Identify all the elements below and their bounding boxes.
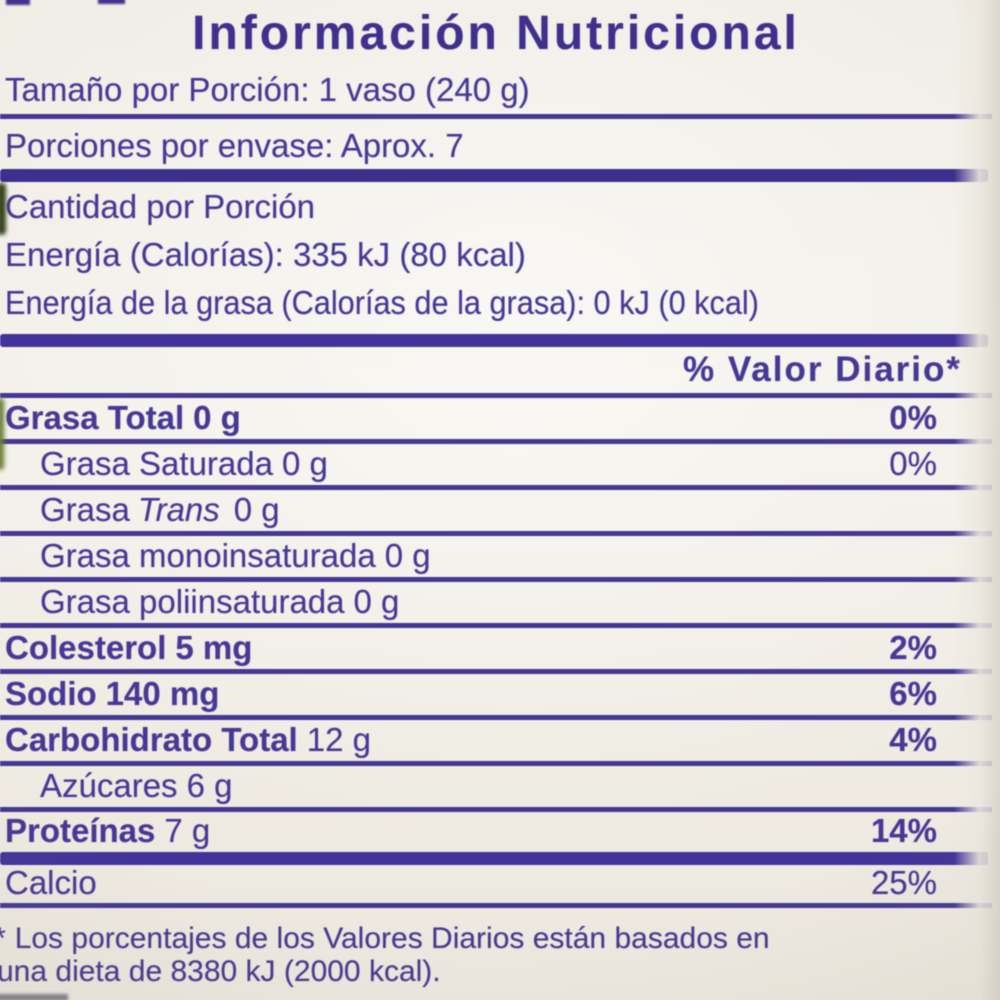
daily-value-header: % Valor Diario* xyxy=(0,347,992,398)
serving-size-row: Tamaño por Porción: 1 vaso (240 g) xyxy=(0,62,992,119)
nutrient-row-grasa-trans: Grasa Trans 0 g xyxy=(0,490,992,536)
amount-per-serving-text: Cantidad por Porción xyxy=(5,188,316,225)
nutrient-name: Grasa Total 0 g xyxy=(5,399,241,436)
amount-per-serving-row: Cantidad por Porción xyxy=(0,182,992,230)
label-title: Información Nutricional xyxy=(192,7,800,60)
nutrient-name: Azúcares 6 g xyxy=(40,767,233,804)
nutrient-name: Sodio 140 mg xyxy=(5,675,220,712)
daily-value: 4% xyxy=(889,721,937,758)
energy-from-fat-row: Energía de la grasa (Calorías de la gras… xyxy=(0,278,992,326)
asterisk-marker: * xyxy=(0,922,6,955)
nutrient-row-proteinas: Proteínas 7 g 14% xyxy=(0,812,992,852)
nutrient-row-grasa-saturada: Grasa Saturada 0 g 0% xyxy=(0,444,992,490)
nutrient-name: Proteínas 7 g xyxy=(5,812,211,849)
energy-from-fat-text: Energía de la grasa (Calorías de la gras… xyxy=(5,284,759,321)
nutrient-name: Carbohidrato Total 12 g xyxy=(5,721,371,758)
daily-value: 0% xyxy=(889,445,937,482)
nutrient-row-colesterol: Colesterol 5 mg 2% xyxy=(0,628,992,674)
nutrient-name: Grasa poliinsaturada 0 g xyxy=(40,583,400,620)
thick-divider xyxy=(0,334,988,347)
nutrient-row-azucares: Azúcares 6 g xyxy=(0,766,992,812)
nutrient-row-carbohidrato-total: Carbohidrato Total 12 g 4% xyxy=(0,720,992,766)
nutrient-row-calcio: Calcio 25% xyxy=(0,865,992,908)
nutrient-name: Calcio xyxy=(5,864,97,901)
thick-divider xyxy=(0,852,988,865)
daily-value: 25% xyxy=(870,864,937,901)
daily-value: 2% xyxy=(889,629,937,666)
nutrient-name: Colesterol 5 mg xyxy=(5,629,253,666)
energy-text: Energía (Calorías): 335 kJ (80 kcal) xyxy=(5,236,526,273)
nutrient-name: Grasa Trans 0 g xyxy=(40,491,280,528)
daily-value: 14% xyxy=(870,812,937,849)
servings-per-container-row: Porciones por envase: Aprox. 7 xyxy=(0,119,992,169)
daily-value: 0% xyxy=(889,399,937,436)
footnote-line-2: una dieta de 8380 kJ (2000 kcal). xyxy=(0,955,441,988)
thick-divider xyxy=(0,169,988,182)
nutrient-row-sodio: Sodio 140 mg 6% xyxy=(0,674,992,720)
nutrient-name: Grasa Saturada 0 g xyxy=(40,445,328,482)
energy-row: Energía (Calorías): 335 kJ (80 kcal) xyxy=(0,230,992,278)
nutrient-row-grasa-monoinsaturada: Grasa monoinsaturada 0 g xyxy=(0,536,992,582)
footnote-line-1: *Los porcentajes de los Valores Diarios … xyxy=(0,922,992,955)
nutrient-name: Grasa monoinsaturada 0 g xyxy=(40,537,431,574)
footnote: *Los porcentajes de los Valores Diarios … xyxy=(0,922,992,988)
servings-per-container-text: Porciones por envase: Aprox. 7 xyxy=(5,127,464,164)
daily-value: 6% xyxy=(889,675,937,712)
nutrient-row-grasa-total: Grasa Total 0 g 0% xyxy=(0,398,992,444)
nutrient-row-grasa-poliinsaturada: Grasa poliinsaturada 0 g xyxy=(0,582,992,628)
serving-size-text: Tamaño por Porción: 1 vaso (240 g) xyxy=(5,71,530,108)
